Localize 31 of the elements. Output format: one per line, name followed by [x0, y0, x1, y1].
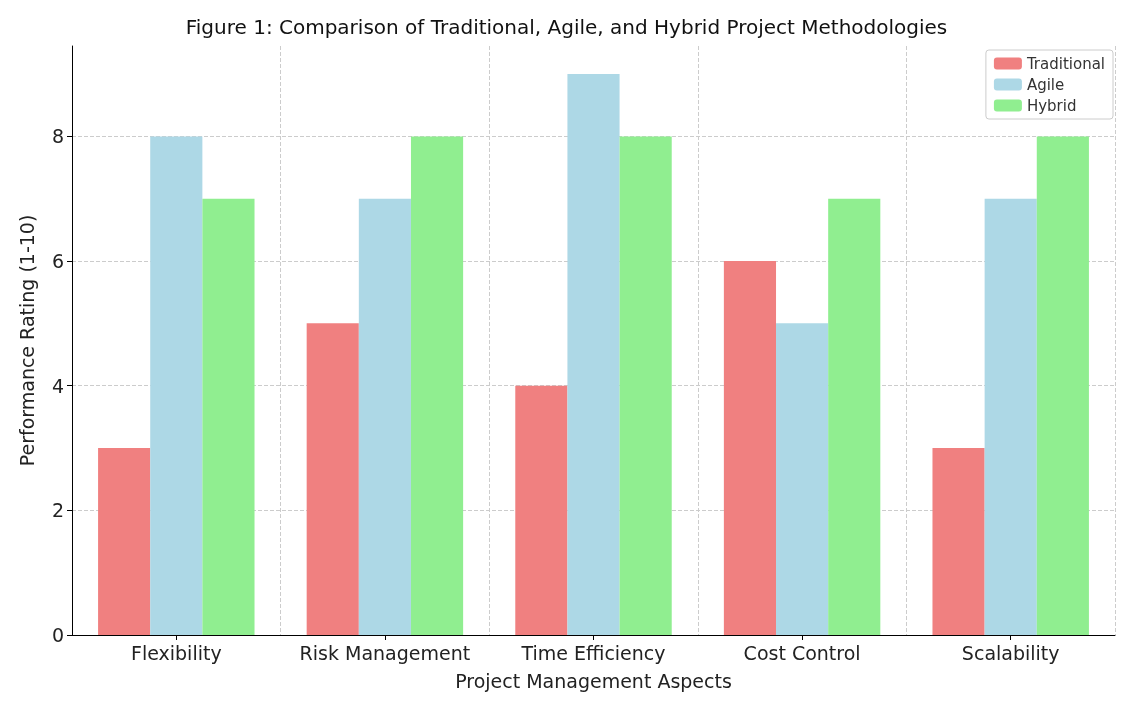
chart-title: Figure 1: Comparison of Traditional, Agile, and Hybrid Project Methodologies — [185, 15, 948, 39]
x-tick-label: Time Efficiency — [520, 641, 666, 664]
legend-label: Agile — [1026, 75, 1065, 94]
x-tick-label: Scalability — [961, 641, 1060, 664]
bar — [202, 198, 255, 635]
bar — [1036, 136, 1089, 635]
bar — [98, 448, 151, 635]
bar — [515, 385, 568, 635]
bar — [984, 198, 1037, 635]
bar — [567, 74, 620, 635]
y-axis-title: Performance Rating (1-10) — [15, 214, 38, 467]
bar — [150, 136, 203, 635]
bar — [776, 323, 829, 635]
x-axis-title: Project Management Aspects — [455, 669, 732, 692]
bar — [828, 198, 881, 635]
y-tick-label: 6 — [51, 250, 64, 273]
x-tick-label: Risk Management — [299, 641, 471, 664]
y-tick-label: 8 — [51, 125, 64, 148]
x-tick-label: Flexibility — [130, 641, 222, 664]
bar — [358, 198, 411, 635]
bar — [932, 448, 985, 635]
y-tick-label: 0 — [51, 624, 64, 646]
bar — [619, 136, 672, 635]
y-tick-label: 4 — [51, 374, 64, 397]
bar — [410, 136, 464, 635]
legend-label: Traditional — [1025, 54, 1106, 73]
x-tick-label: Cost Control — [743, 641, 861, 664]
y-tick-label: 2 — [51, 499, 64, 522]
bar — [306, 323, 359, 635]
bar — [723, 261, 777, 635]
legend-label: Hybrid — [1026, 96, 1077, 115]
